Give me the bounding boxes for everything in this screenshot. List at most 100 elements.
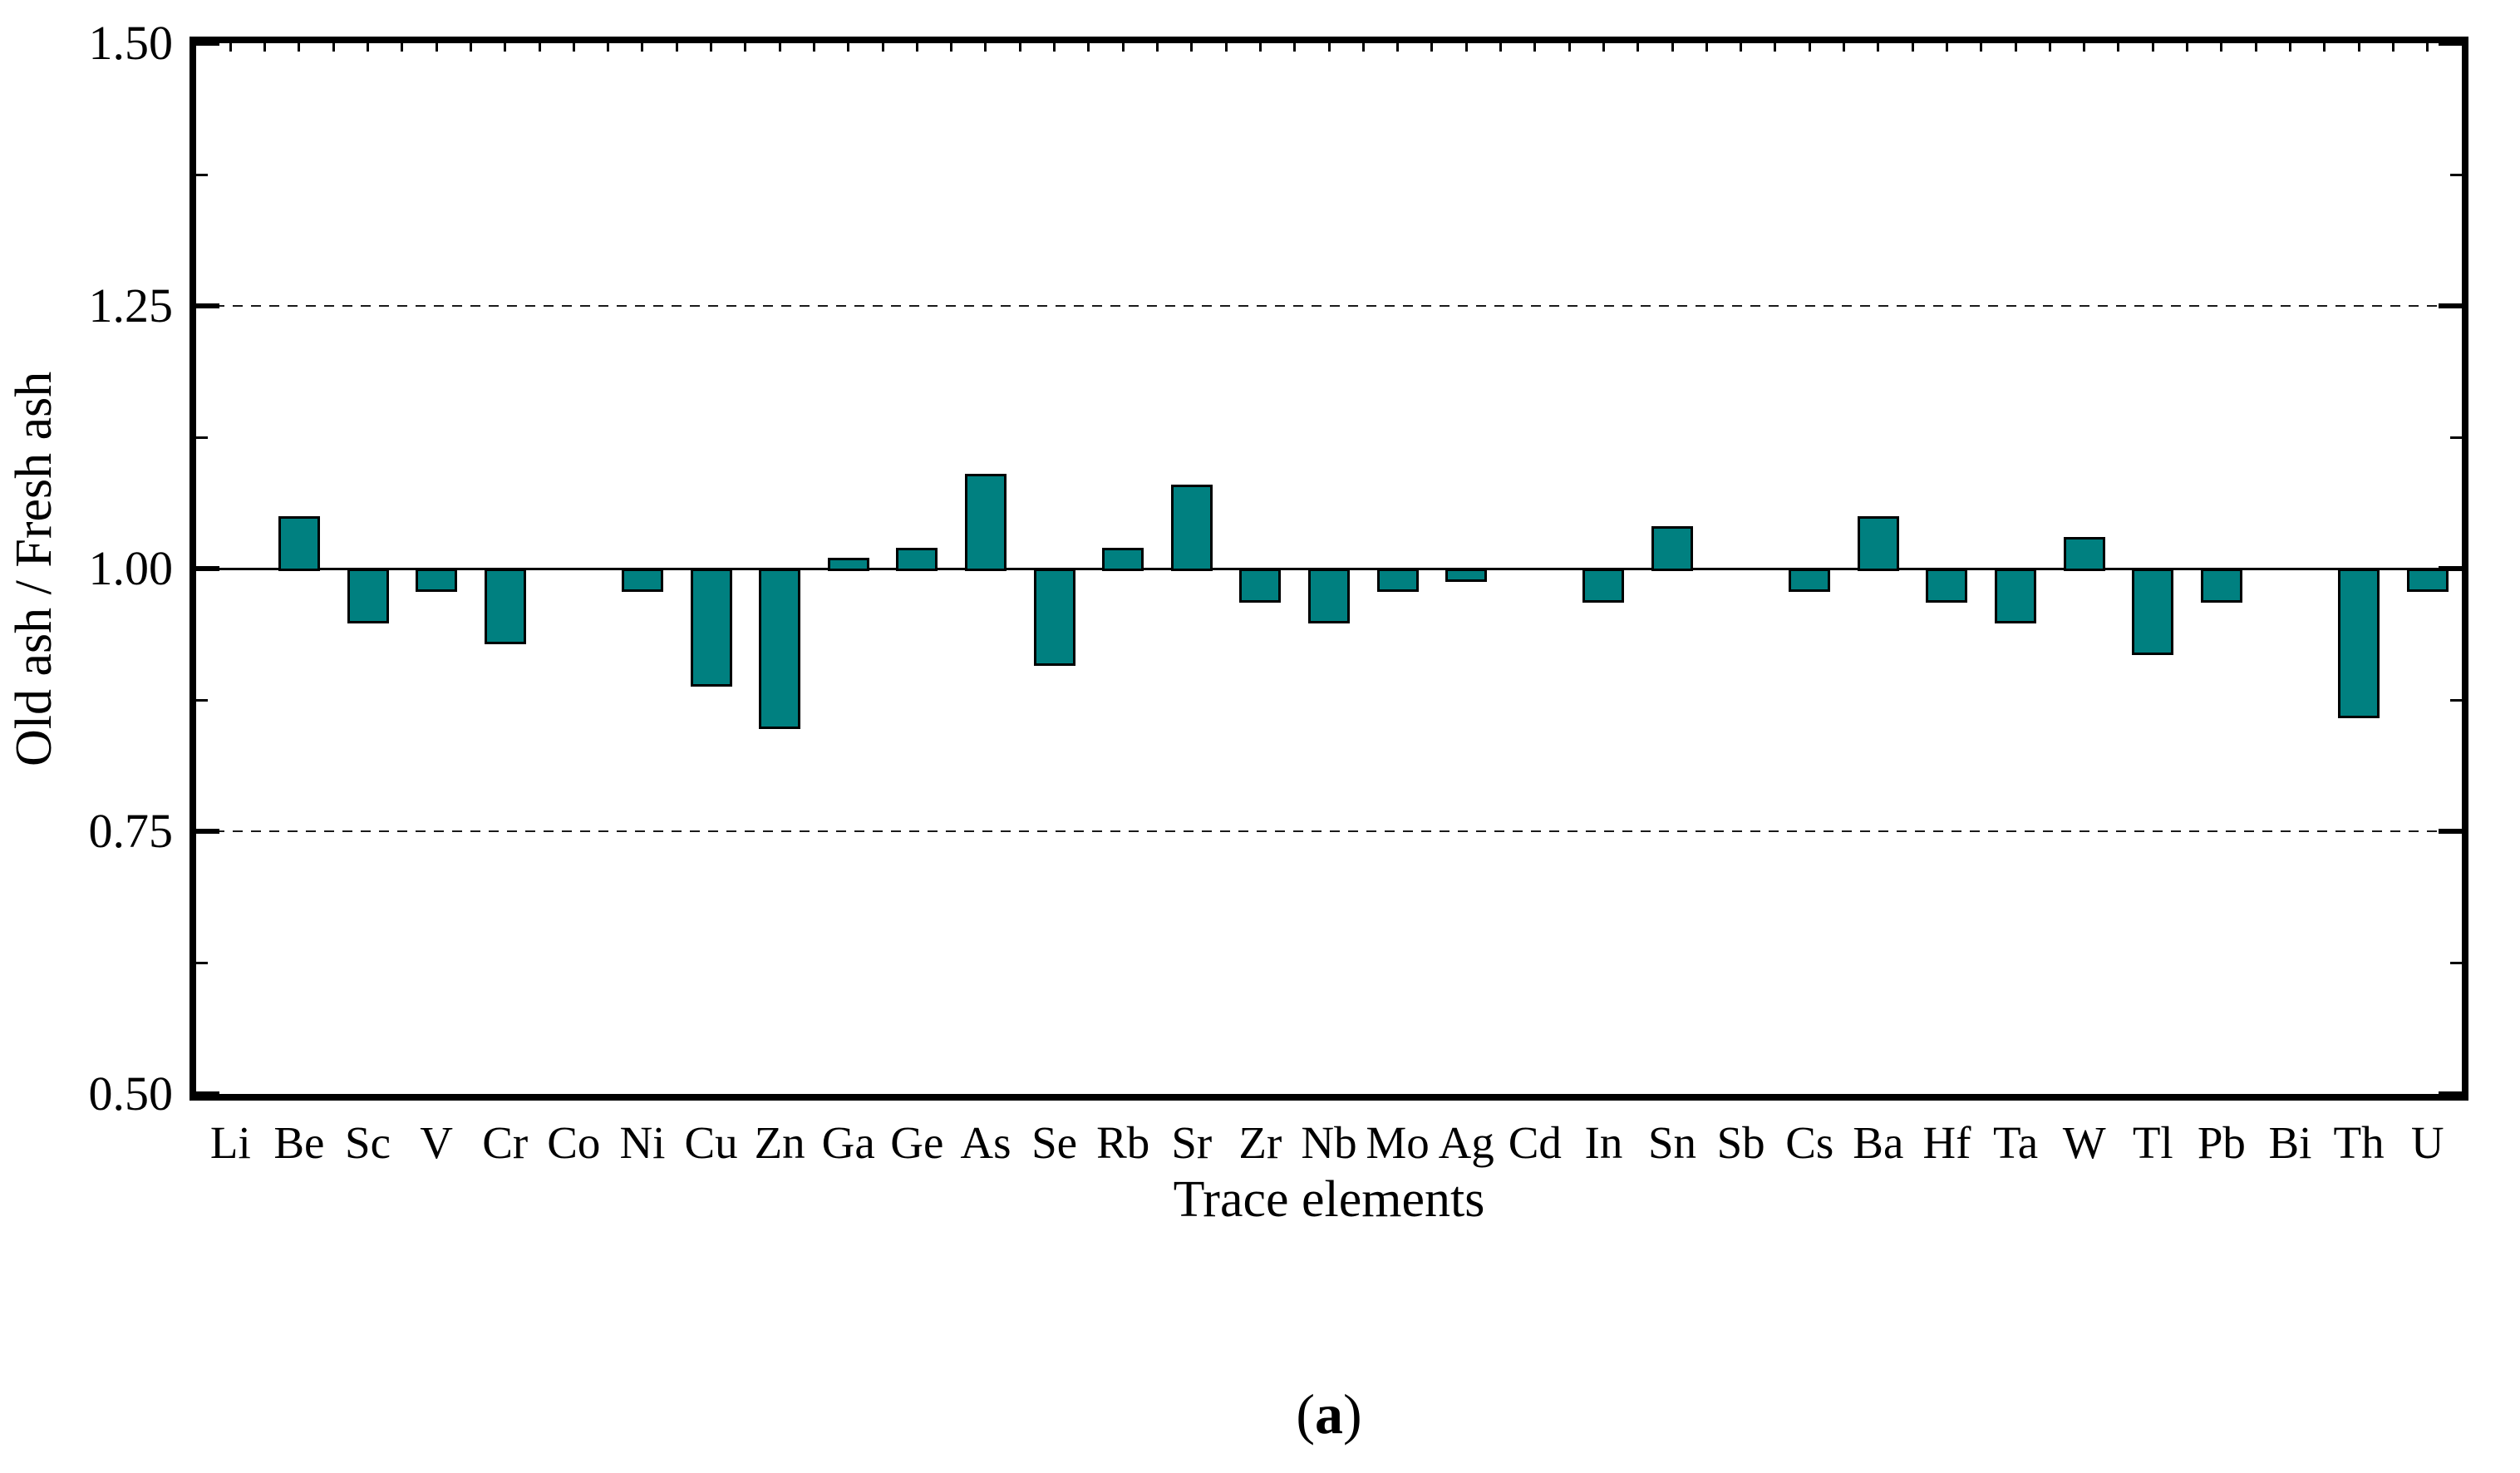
bar-In: [1582, 569, 1625, 603]
x-tick-label-Ba: Ba: [1853, 1117, 1904, 1168]
top-axis-tick: [915, 43, 918, 52]
y-tick-label-0.75: 0.75: [88, 804, 174, 858]
x-tick-label-Cd: Cd: [1508, 1117, 1562, 1168]
y-major-tick-left-1: [196, 566, 219, 571]
x-tick-label-Cu: Cu: [684, 1117, 738, 1168]
top-axis-tick: [1155, 43, 1159, 52]
top-axis-tick: [641, 43, 644, 52]
top-axis-tick: [847, 43, 850, 52]
top-axis-tick: [778, 43, 781, 52]
y-minor-tick-right-0.625: [2450, 962, 2462, 964]
top-axis-tick: [1327, 43, 1331, 52]
y-minor-tick-right-1.125: [2450, 436, 2462, 439]
gridline-1.25: [196, 305, 2462, 307]
bar-Cu: [690, 569, 732, 687]
bar-U: [2406, 569, 2449, 593]
top-axis-tick: [504, 43, 507, 52]
x-tick-label-Ga: Ga: [821, 1117, 875, 1168]
x-tick-label-As: As: [960, 1117, 1011, 1168]
bar-Nb: [1308, 569, 1350, 624]
top-axis-tick: [950, 43, 953, 52]
bar-Mo: [1376, 569, 1419, 593]
y-major-tick-right-1.5: [2439, 41, 2462, 46]
top-axis-tick: [1705, 43, 1708, 52]
top-axis-tick: [1671, 43, 1674, 52]
bar-Ba: [1857, 515, 1899, 571]
top-axis-tick: [2288, 43, 2291, 52]
bar-W: [2063, 537, 2105, 571]
top-axis-tick: [1293, 43, 1297, 52]
top-axis-tick: [1430, 43, 1434, 52]
top-axis-tick: [2186, 43, 2189, 52]
bar-Sc: [347, 569, 389, 624]
y-axis-title: Old ash / Fresh ash: [6, 371, 62, 766]
top-axis-tick: [1018, 43, 1021, 52]
top-axis-tick: [2254, 43, 2257, 52]
y-major-tick-left-1.25: [196, 303, 219, 308]
x-tick-label-Rb: Rb: [1096, 1117, 1150, 1168]
bar-Cr: [484, 569, 526, 645]
top-axis-tick: [1396, 43, 1400, 52]
x-tick-label-Ni: Ni: [619, 1117, 666, 1168]
top-axis-tick: [1087, 43, 1090, 52]
top-axis-tick: [1774, 43, 1777, 52]
top-axis-tick: [1945, 43, 1948, 52]
top-axis-tick: [572, 43, 575, 52]
caption-letter: a: [1315, 1382, 1343, 1446]
x-tick-label-Sn: Sn: [1647, 1117, 1697, 1168]
top-axis-tick: [1053, 43, 1056, 52]
y-major-tick-left-1.5: [196, 41, 219, 46]
top-axis-tick: [1637, 43, 1640, 52]
x-tick-label-V: V: [420, 1117, 453, 1168]
bar-Hf: [1926, 569, 1968, 603]
plot-area: [189, 37, 2468, 1101]
gridline-0.75: [196, 830, 2462, 832]
top-axis-tick: [2151, 43, 2154, 52]
bar-Sr: [1170, 484, 1213, 571]
x-tick-label-Li: Li: [209, 1117, 251, 1168]
top-axis-tick: [1533, 43, 1537, 52]
y-major-tick-right-1.25: [2439, 303, 2462, 308]
y-tick-label-1.00: 1.00: [88, 541, 174, 595]
y-minor-tick-left-0.875: [196, 699, 208, 702]
top-axis-tick: [1980, 43, 1983, 52]
top-axis-tick: [1464, 43, 1468, 52]
bar-Rb: [1102, 547, 1144, 571]
y-tick-label-1.25: 1.25: [88, 278, 174, 333]
top-axis-tick: [1877, 43, 1880, 52]
y-major-tick-right-0.5: [2439, 1091, 2462, 1096]
bar-Se: [1033, 569, 1075, 666]
top-axis-tick: [367, 43, 369, 52]
caption-paren-open: (: [1296, 1382, 1315, 1446]
x-tick-label-Zr: Zr: [1238, 1117, 1282, 1168]
top-axis-tick: [1121, 43, 1125, 52]
top-axis-tick: [607, 43, 610, 52]
x-tick-label-W: W: [2062, 1117, 2106, 1168]
x-tick-label-Th: Th: [2333, 1117, 2385, 1168]
top-axis-tick: [2357, 43, 2360, 52]
top-axis-tick: [298, 43, 301, 52]
x-tick-label-Co: Co: [547, 1117, 601, 1168]
top-axis-tick: [1602, 43, 1605, 52]
x-tick-label-Ag: Ag: [1438, 1117, 1494, 1168]
x-tick-label-Bi: Bi: [2268, 1117, 2312, 1168]
bar-Th: [2338, 569, 2380, 718]
x-tick-label-Sr: Sr: [1171, 1117, 1213, 1168]
y-minor-tick-left-0.625: [196, 962, 208, 964]
bar-Tl: [2132, 569, 2174, 656]
x-tick-label-Ge: Ge: [890, 1117, 944, 1168]
top-axis-tick: [1568, 43, 1571, 52]
bar-Ga: [827, 558, 869, 571]
top-axis-tick: [1808, 43, 1811, 52]
top-axis-tick: [1499, 43, 1502, 52]
x-tick-label-Cr: Cr: [482, 1117, 529, 1168]
top-axis-tick: [1740, 43, 1743, 52]
figure-caption: (a): [196, 1382, 2462, 1447]
top-axis-tick: [675, 43, 678, 52]
bar-Cs: [1789, 569, 1831, 593]
x-tick-label-Tl: Tl: [2132, 1117, 2173, 1168]
bar-Be: [278, 515, 320, 571]
x-tick-label-Be: Be: [273, 1117, 325, 1168]
x-tick-label-In: In: [1584, 1117, 1623, 1168]
bar-V: [416, 569, 458, 593]
